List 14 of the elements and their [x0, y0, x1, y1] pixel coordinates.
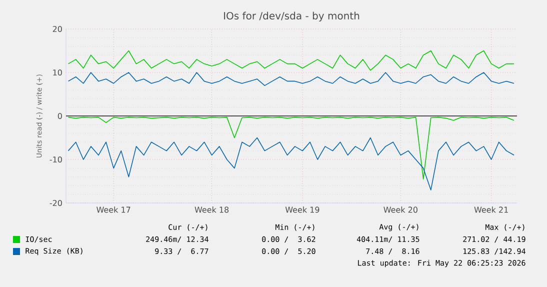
x-tick-label: Week 20	[384, 206, 418, 213]
x-tick-label: Week 21	[474, 206, 508, 213]
y-tick-label: 20	[52, 26, 62, 32]
y-tick-label: 0	[58, 112, 62, 120]
x-tick-label: Week 17	[96, 206, 130, 213]
y-tick-label: -20	[50, 200, 62, 206]
line-series	[68, 137, 514, 190]
y-tick-label: 10	[53, 69, 62, 76]
chart-title: IOs for /dev/sda - by month	[224, 12, 360, 22]
x-tick-label: Week 18	[194, 206, 229, 213]
x-tick-label: Week 19	[285, 206, 320, 213]
y-tick-label: -10	[50, 156, 62, 163]
line-series	[68, 50, 514, 71]
line-series	[68, 72, 514, 86]
